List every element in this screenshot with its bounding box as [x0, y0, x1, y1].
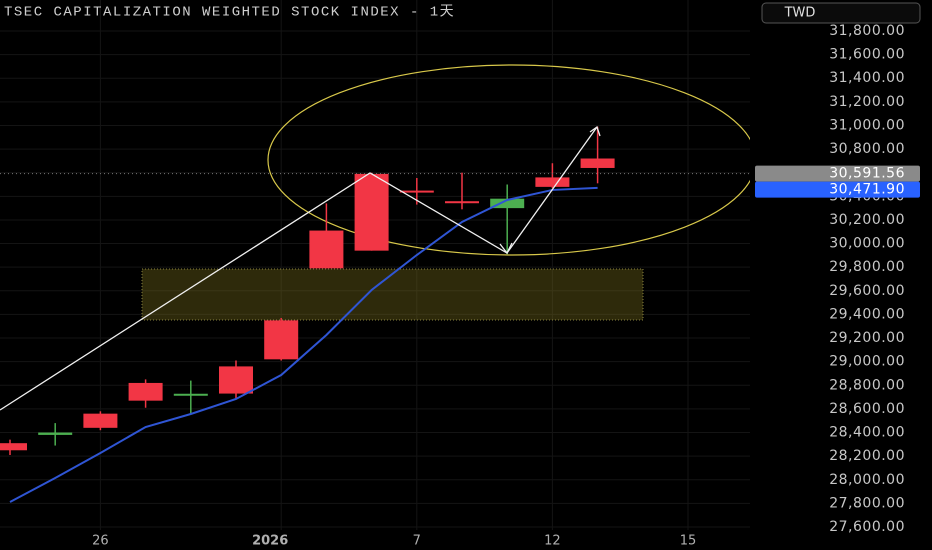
price-tag — [755, 165, 920, 182]
candle-body — [83, 413, 118, 428]
y-tick-label: 31,400.00 — [829, 70, 905, 86]
x-tick-label: 12 — [544, 534, 561, 549]
y-tick-label: 31,000.00 — [829, 117, 905, 133]
y-tick-label: 28,000.00 — [829, 472, 905, 488]
y-tick-label: 27,800.00 — [829, 495, 905, 511]
price-axis — [750, 0, 932, 550]
candle-body — [264, 320, 299, 360]
candle-body — [535, 177, 570, 187]
price-tag-label: 30,471.90 — [829, 182, 905, 198]
currency-button[interactable] — [761, 2, 921, 24]
y-tick-label: 29,600.00 — [829, 283, 905, 299]
y-tick-label: 28,800.00 — [829, 377, 905, 393]
price-tag-label: 30,591.56 — [829, 166, 905, 182]
candle-body — [219, 366, 253, 394]
candle-body — [399, 190, 434, 193]
chart-title: TSEC CAPITALIZATION WEIGHTED STOCK INDEX… — [4, 5, 455, 21]
candle-body — [490, 198, 525, 209]
zone — [141, 268, 644, 321]
y-tick-label: 28,400.00 — [829, 425, 905, 441]
candle-body — [309, 230, 344, 269]
y-tick-label: 31,800.00 — [829, 23, 905, 39]
y-tick-label: 30,800.00 — [829, 141, 905, 157]
y-tick-label: 28,200.00 — [829, 448, 905, 464]
y-tick-label: 30,200.00 — [829, 212, 905, 228]
x-tick-label: 2026 — [252, 534, 288, 549]
zigzag-drawing — [0, 126, 598, 411]
y-tick-label: 28,600.00 — [829, 401, 905, 417]
candle-body — [128, 382, 163, 401]
arrow-head — [589, 125, 601, 137]
ellipse-drawing — [267, 64, 750, 256]
y-tick-label: 29,400.00 — [829, 306, 905, 322]
price-tag — [755, 181, 920, 198]
candle-body — [580, 158, 615, 168]
y-tick-label: 29,800.00 — [829, 259, 905, 275]
x-tick-label: 26 — [92, 534, 109, 549]
x-tick-label: 15 — [680, 534, 697, 549]
y-tick-label: 27,600.00 — [829, 519, 905, 535]
y-tick-label: 29,000.00 — [829, 354, 905, 370]
candle-body — [445, 201, 479, 204]
y-tick-label: 31,600.00 — [829, 47, 905, 63]
y-tick-label: 29,200.00 — [829, 330, 905, 346]
moving-average — [9, 186, 598, 503]
candles — [0, 126, 750, 503]
currency-label[interactable]: TWD — [784, 6, 816, 21]
candle-body — [173, 393, 208, 396]
arrow-head — [499, 242, 513, 255]
y-tick-label: 30,000.00 — [829, 236, 905, 252]
candle-body — [38, 432, 73, 435]
candle-body — [354, 173, 389, 251]
x-tick-label: 7 — [413, 534, 421, 549]
y-tick-label: 31,200.00 — [829, 94, 905, 110]
candle-body — [0, 443, 27, 451]
